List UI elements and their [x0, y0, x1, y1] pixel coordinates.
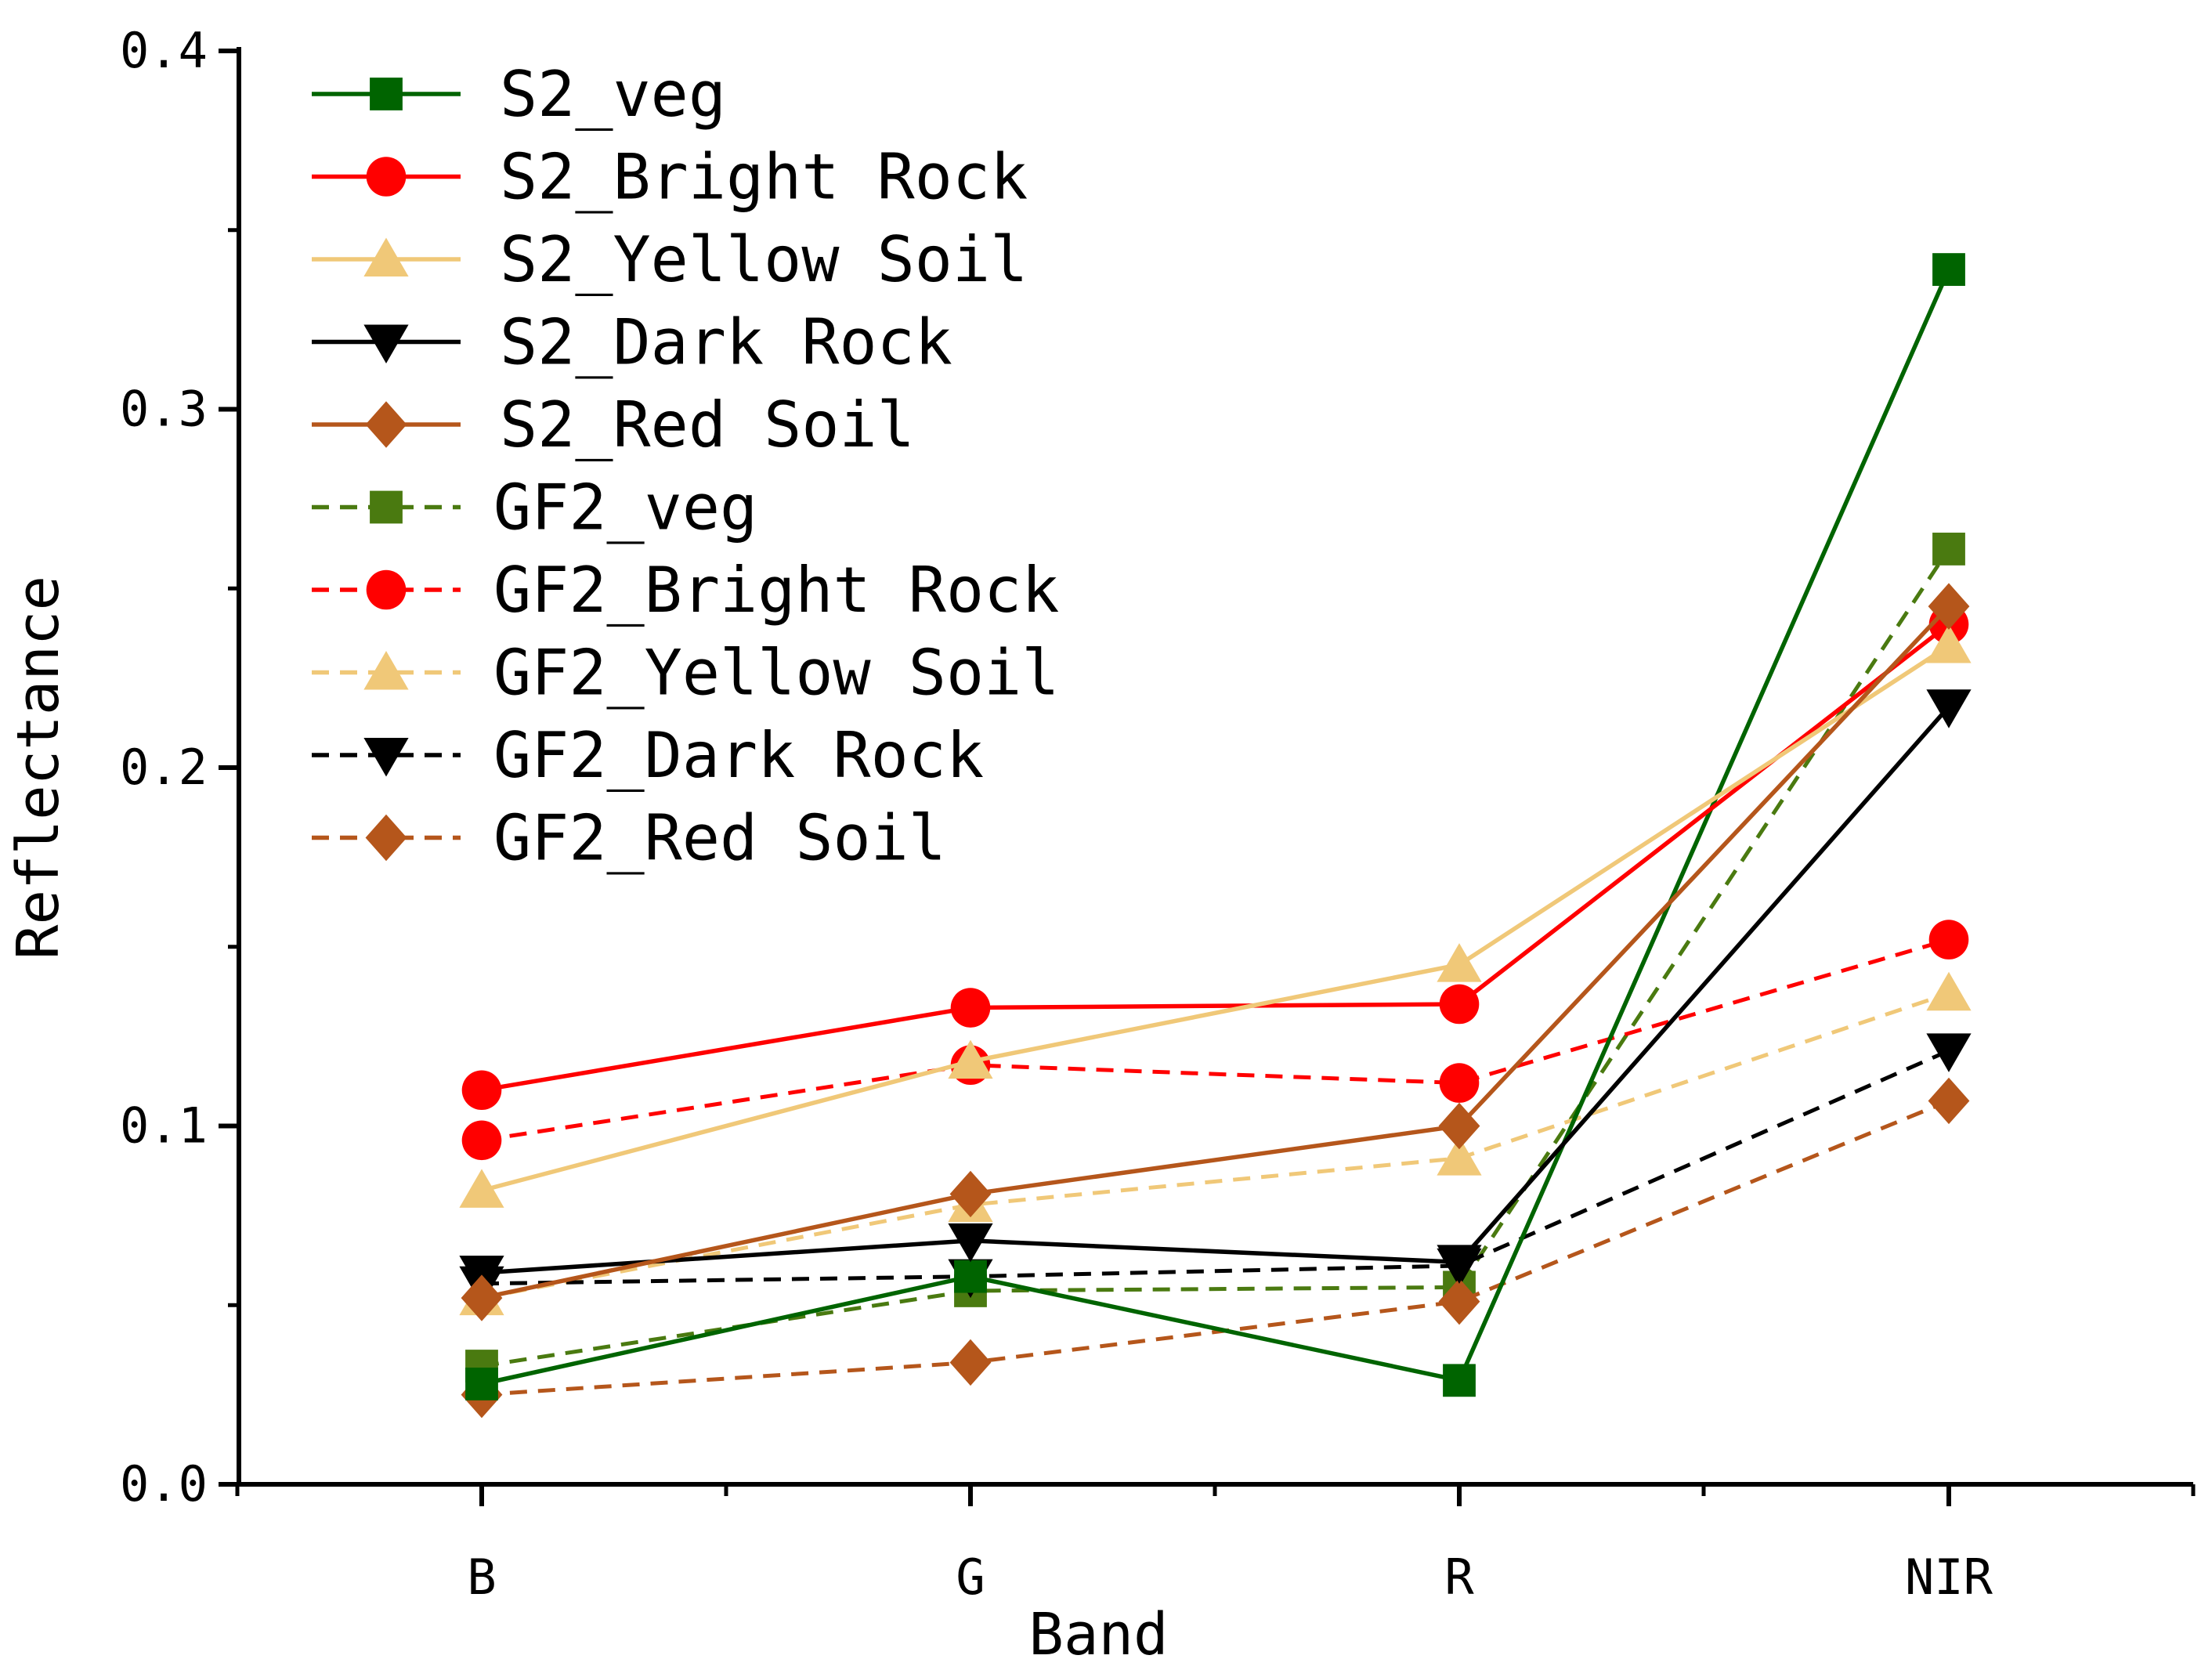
legend-item-gf2-red-soil: GF2_Red Soil: [312, 802, 946, 875]
series-gf2-yellow-soil: [459, 971, 1972, 1316]
data-point-s2-red-soil: [1928, 583, 1970, 630]
legend-marker-s2-dark-rock: [363, 324, 409, 363]
series-s2-red-soil: [461, 583, 1970, 1321]
legend-marker-s2-bright-rock: [366, 157, 407, 197]
data-point-gf2-yellow-soil: [1437, 1137, 1482, 1176]
y-tick-label: 0.2: [120, 739, 208, 796]
data-point-s2-red-soil: [949, 1170, 992, 1218]
y-tick-label: 0.0: [120, 1455, 208, 1513]
legend-item-s2-dark-rock: S2_Dark Rock: [312, 306, 952, 379]
data-point-s2-veg: [1443, 1364, 1476, 1397]
legend-marker-gf2-veg: [370, 490, 403, 524]
legend-item-s2-bright-rock: S2_Bright Rock: [312, 141, 1028, 214]
legend-marker-s2-red-soil: [365, 401, 407, 448]
legend-item-gf2-dark-rock: GF2_Dark Rock: [312, 719, 984, 792]
series-line-gf2-veg: [481, 548, 1951, 1368]
legend-marker-gf2-yellow-soil: [363, 651, 409, 690]
legend-label-gf2-red-soil: GF2_Red Soil: [493, 802, 946, 875]
legend-marker-gf2-dark-rock: [363, 738, 409, 777]
x-tick-label: NIR: [1905, 1549, 1993, 1606]
x-tick-label: B: [467, 1549, 496, 1606]
data-point-s2-yellow-soil: [1926, 623, 1972, 663]
legend-item-gf2-yellow-soil: GF2_Yellow Soil: [312, 637, 1059, 710]
x-tick-label: R: [1444, 1549, 1474, 1606]
legend-item-gf2-veg: GF2_veg: [312, 472, 757, 544]
legend-item-s2-yellow-soil: S2_Yellow Soil: [312, 223, 1028, 296]
data-point-s2-bright-rock: [461, 1070, 502, 1111]
data-point-gf2-bright-rock: [1928, 920, 1969, 960]
y-axis-title: Reflectance: [5, 576, 72, 960]
legend-label-s2-yellow-soil: S2_Yellow Soil: [500, 223, 1028, 296]
x-axis-title: Band: [1028, 1601, 1168, 1668]
legend-marker-s2-yellow-soil: [363, 237, 409, 276]
legend-item-s2-red-soil: S2_Red Soil: [312, 389, 915, 461]
data-point-s2-veg: [954, 1260, 987, 1293]
data-point-gf2-dark-rock: [1926, 1033, 1972, 1072]
series-s2-bright-rock: [461, 604, 1969, 1111]
legend-label-s2-red-soil: S2_Red Soil: [500, 389, 915, 461]
legend-label-gf2-dark-rock: GF2_Dark Rock: [493, 719, 984, 792]
legend-label-gf2-bright-rock: GF2_Bright Rock: [493, 554, 1059, 627]
data-point-s2-dark-rock: [1926, 689, 1972, 728]
series-s2-veg: [465, 253, 1965, 1401]
data-point-s2-bright-rock: [1439, 984, 1480, 1025]
data-point-s2-bright-rock: [950, 988, 991, 1028]
series-line-s2-bright-rock: [481, 622, 1950, 1093]
legend-marker-gf2-red-soil: [365, 814, 407, 862]
y-tick-label: 0.1: [120, 1097, 208, 1155]
legend: S2_veg S2_Bright Rock S2_Yellow Soil S2_Dar…: [312, 58, 1059, 875]
series-line-gf2-dark-rock: [481, 1049, 1950, 1286]
legend-item-s2-veg: S2_veg: [312, 58, 726, 131]
y-tick-label: 0.4: [120, 22, 208, 79]
legend-label-s2-dark-rock: S2_Dark Rock: [500, 306, 952, 379]
data-point-s2-yellow-soil: [459, 1169, 504, 1208]
series-s2-yellow-soil: [459, 623, 1972, 1208]
series-line-gf2-red-soil: [481, 1099, 1950, 1397]
y-tick-label: 0.3: [120, 381, 208, 438]
data-point-gf2-veg: [1932, 533, 1965, 566]
data-point-gf2-bright-rock: [1439, 1063, 1480, 1103]
x-tick-label: G: [956, 1549, 985, 1606]
axes: 0.0 0.1 0.2 0.3 0.4 B G R NIR Band Reflectance: [5, 22, 2196, 1668]
series-gf2-red-soil: [461, 1077, 1970, 1419]
data-point-s2-red-soil: [1438, 1102, 1480, 1150]
data-point-s2-veg: [465, 1368, 498, 1401]
data-point-gf2-red-soil: [949, 1339, 992, 1386]
data-point-gf2-red-soil: [1928, 1077, 1970, 1125]
data-point-gf2-bright-rock: [461, 1120, 502, 1161]
legend-label-s2-bright-rock: S2_Bright Rock: [500, 141, 1028, 214]
data-point-gf2-yellow-soil: [1926, 971, 1972, 1011]
series-line-s2-yellow-soil: [481, 644, 1950, 1193]
series-line-s2-veg: [481, 268, 1951, 1386]
series-gf2-bright-rock: [461, 920, 1969, 1161]
series-line-s2-dark-rock: [481, 705, 1951, 1275]
legend-marker-s2-veg: [370, 78, 403, 110]
data-point-s2-red-soil: [461, 1274, 503, 1321]
data-point-s2-veg: [1932, 253, 1965, 286]
series-line-s2-red-soil: [481, 605, 1951, 1300]
legend-label-s2-veg: S2_veg: [500, 58, 726, 131]
series-layer: [459, 253, 1972, 1419]
series-line-gf2-yellow-soil: [481, 991, 1950, 1300]
data-point-gf2-red-soil: [1438, 1278, 1480, 1325]
legend-marker-gf2-bright-rock: [366, 569, 407, 610]
data-point-s2-dark-rock: [948, 1223, 993, 1263]
data-point-s2-yellow-soil: [948, 1039, 993, 1079]
legend-item-gf2-bright-rock: GF2_Bright Rock: [312, 554, 1059, 627]
data-point-s2-yellow-soil: [1437, 943, 1482, 982]
series-line-gf2-bright-rock: [481, 938, 1950, 1143]
legend-label-gf2-veg: GF2_veg: [493, 472, 757, 544]
data-point-s2-dark-rock: [1437, 1245, 1482, 1284]
legend-label-gf2-yellow-soil: GF2_Yellow Soil: [493, 637, 1059, 710]
